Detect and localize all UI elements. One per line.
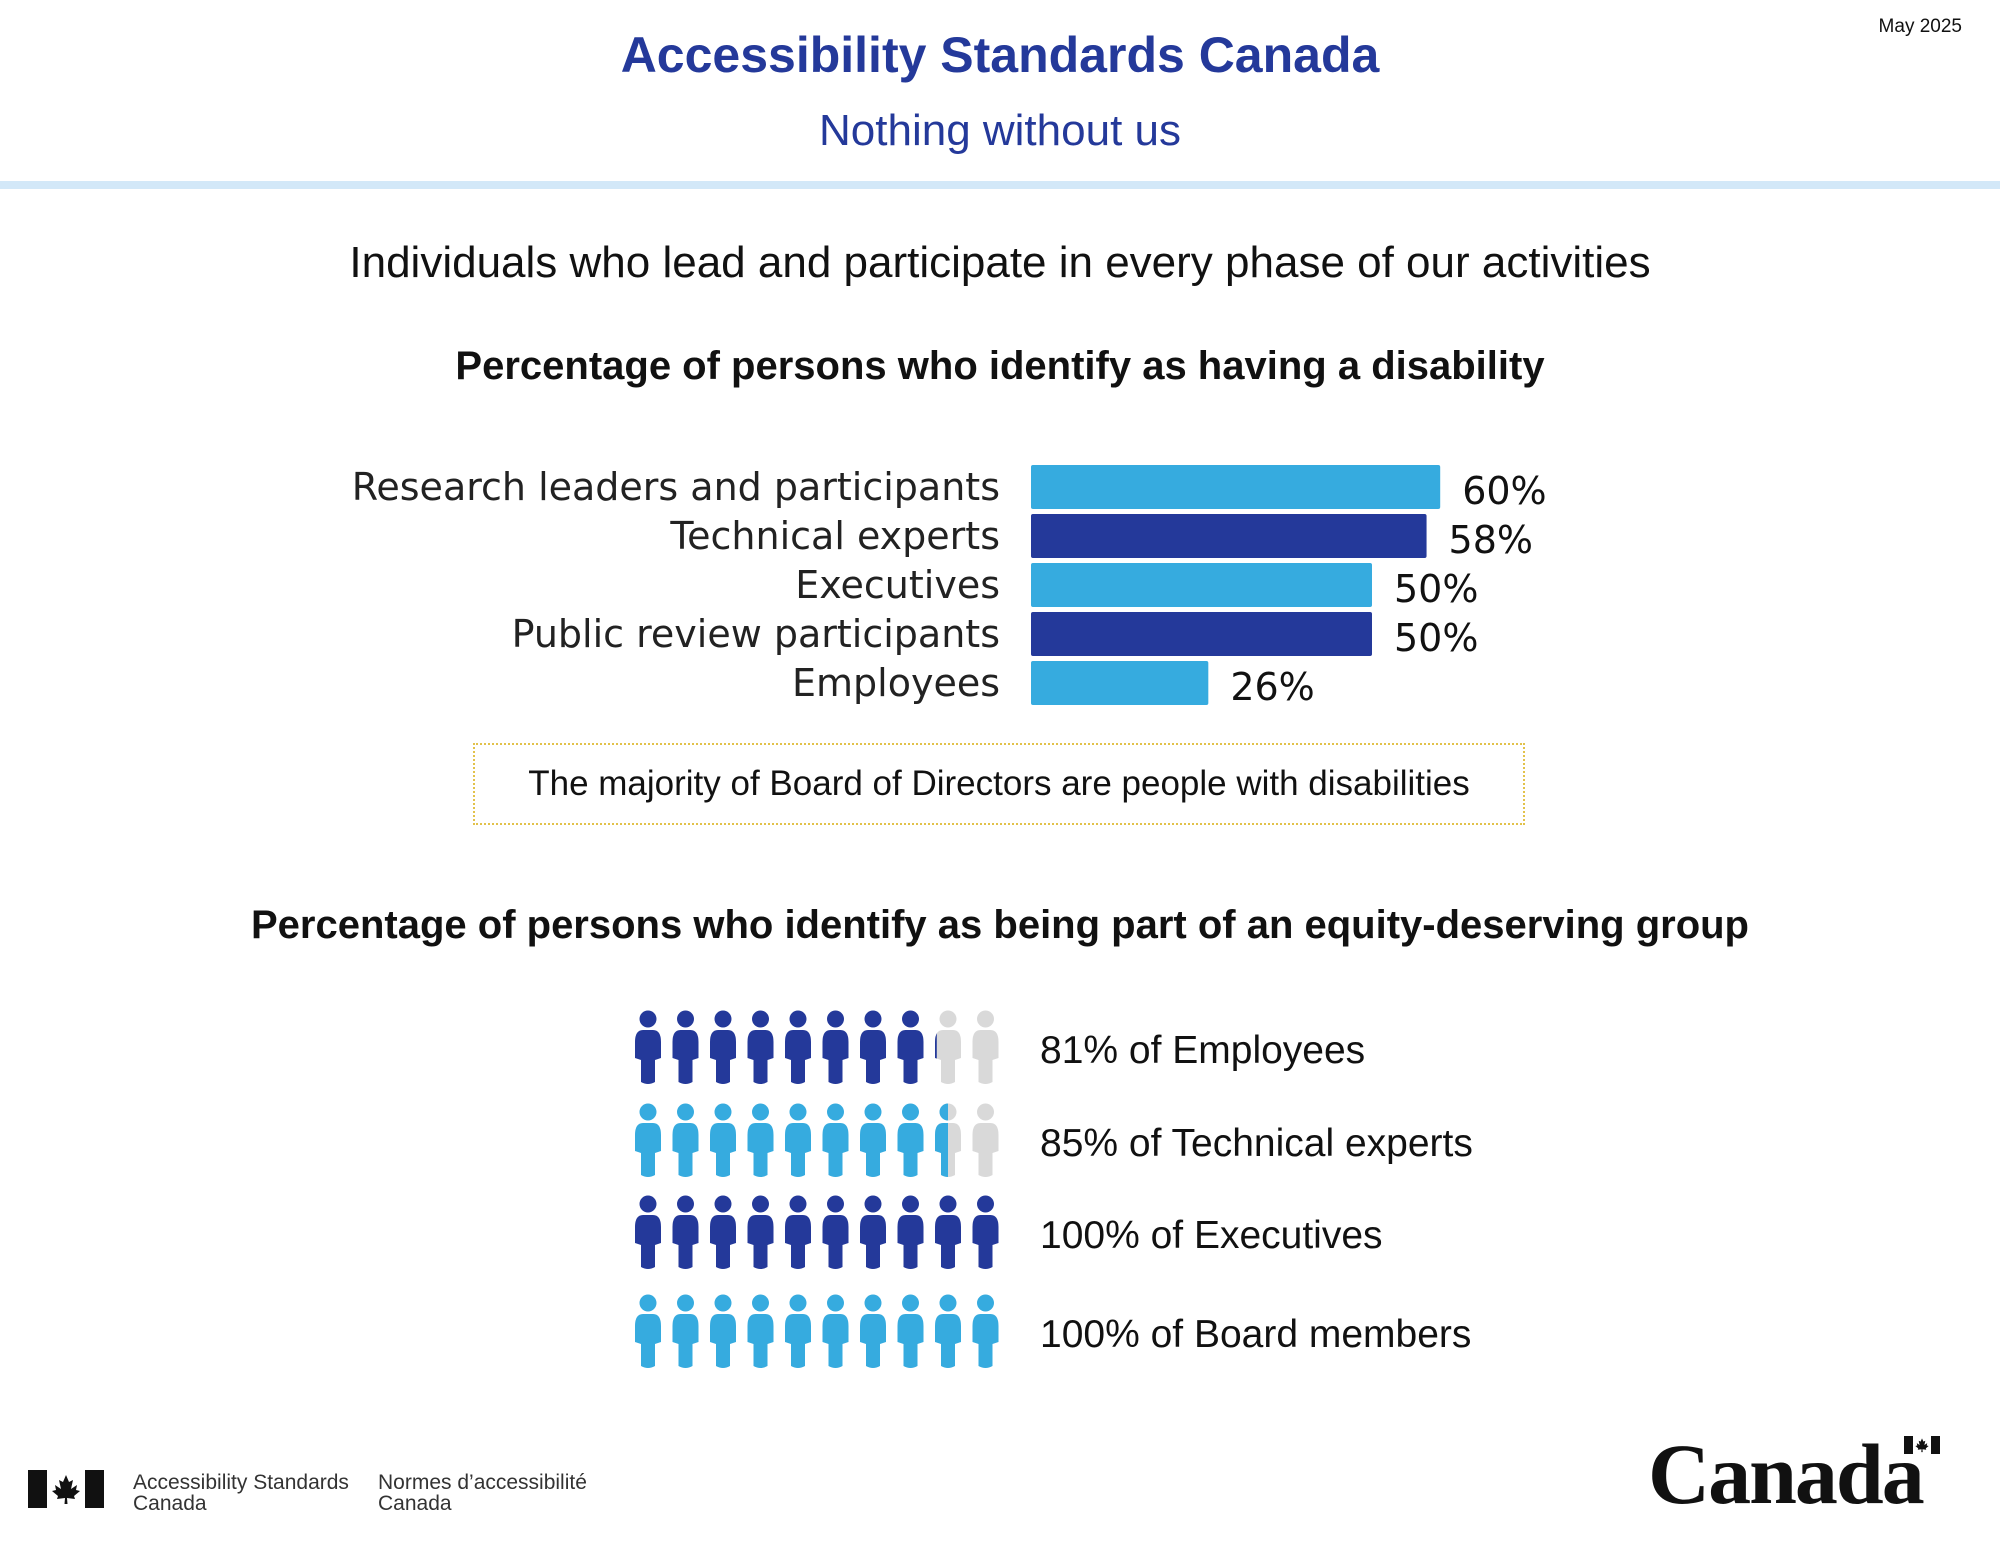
person-icon (972, 1195, 999, 1269)
footer-org-french-line1: Normes d’accessibilité (378, 1471, 587, 1494)
person-icon (747, 1010, 774, 1084)
person-icon (785, 1103, 811, 1177)
header-divider (0, 181, 2000, 189)
person-icon (935, 1195, 961, 1269)
person-icon (672, 1010, 699, 1084)
person-icon (972, 1294, 999, 1368)
person-icon (635, 1294, 661, 1368)
disability-bar-chart: Research leaders and participants 60% Tech… (352, 465, 1547, 709)
person-icon (635, 1010, 661, 1084)
person-icon (672, 1195, 699, 1269)
person-icon (672, 1103, 699, 1177)
pictograph-label: 100% of Executives (1040, 1214, 1383, 1257)
person-icon (860, 1294, 886, 1368)
person-icon (860, 1103, 886, 1177)
person-icon (785, 1195, 811, 1269)
person-icon (935, 1010, 961, 1084)
person-icon (822, 1294, 849, 1368)
person-icon (972, 1010, 999, 1084)
person-icon (822, 1103, 849, 1177)
bar-value-label: 58% (1449, 518, 1533, 562)
bar-category-label: Technical experts (669, 514, 1000, 558)
person-icon (897, 1294, 924, 1368)
person-icon (747, 1195, 774, 1269)
bar-value-label: 50% (1394, 616, 1478, 660)
person-icon (747, 1294, 774, 1368)
person-icon (860, 1010, 886, 1084)
bar-category-label: Research leaders and participants (352, 465, 1000, 509)
person-icon (897, 1010, 924, 1084)
person-icon (785, 1010, 811, 1084)
person-icon (710, 1103, 736, 1177)
equity-pictograph: 81% of Employees 85% of Technical experts… (635, 1010, 1473, 1368)
person-icon (785, 1294, 811, 1368)
person-icon (710, 1010, 736, 1084)
person-icon (822, 1010, 849, 1084)
person-icon (935, 1294, 961, 1368)
page-title: Accessibility Standards Canada (620, 27, 1380, 83)
bar (1031, 465, 1441, 509)
bar-value-label: 26% (1230, 665, 1314, 709)
person-icon (747, 1103, 774, 1177)
person-icon (710, 1195, 736, 1269)
bar (1031, 661, 1209, 705)
footer-org-english-line2: Canada (133, 1492, 207, 1515)
person-icon (635, 1103, 661, 1177)
footer-org-english: Accessibility Standards Canada (133, 1472, 349, 1514)
bar-value-label: 50% (1394, 567, 1478, 611)
bar-category-label: Employees (792, 661, 1000, 705)
person-icon (897, 1103, 924, 1177)
board-note: The majority of Board of Directors are p… (473, 743, 1525, 825)
bar-category-label: Public review participants (512, 612, 1000, 656)
pictograph-label: 81% of Employees (1040, 1029, 1365, 1072)
footer-org-english-line1: Accessibility Standards (133, 1471, 349, 1494)
person-icon (935, 1103, 961, 1177)
person-icon (822, 1195, 849, 1269)
person-icon (897, 1195, 924, 1269)
wordmark-flag-icon (1904, 1436, 1940, 1454)
disability-chart-title: Percentage of persons who identify as ha… (455, 344, 1545, 388)
person-icon (710, 1294, 736, 1368)
canada-wordmark: Canada (1648, 1426, 1925, 1522)
canada-flag-icon (28, 1470, 104, 1508)
report-date: May 2025 (1878, 16, 1962, 37)
bar (1031, 514, 1427, 558)
bar-category-label: Executives (795, 563, 1000, 607)
bar (1031, 612, 1372, 656)
footer-org-french: Normes d’accessibilité Canada (378, 1472, 587, 1514)
person-icon (672, 1294, 699, 1368)
equity-chart-title: Percentage of persons who identify as be… (250, 903, 1749, 947)
page-subtitle: Nothing without us (819, 106, 1181, 155)
bar-value-label: 60% (1462, 469, 1546, 513)
bar (1031, 563, 1372, 607)
pictograph-label: 100% of Board members (1040, 1313, 1471, 1356)
person-icon (860, 1195, 886, 1269)
footer-org-french-line2: Canada (378, 1492, 452, 1515)
board-note-text: The majority of Board of Directors are p… (528, 764, 1470, 803)
pictograph-label: 85% of Technical experts (1040, 1122, 1473, 1165)
tagline: Individuals who lead and participate in … (349, 238, 1651, 287)
person-icon (972, 1103, 999, 1177)
person-icon (635, 1195, 661, 1269)
